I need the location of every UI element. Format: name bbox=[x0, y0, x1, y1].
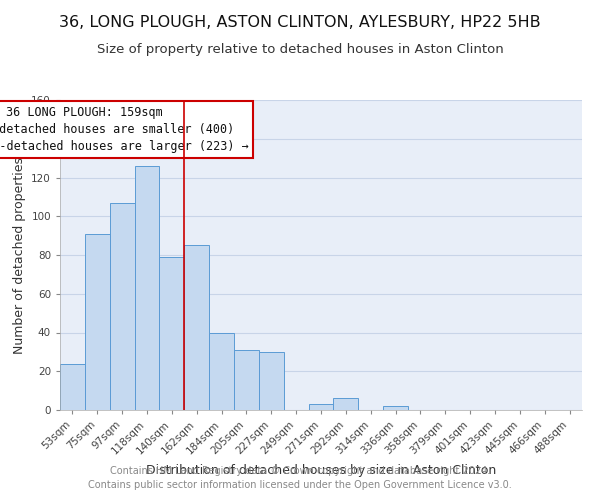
X-axis label: Distribution of detached houses by size in Aston Clinton: Distribution of detached houses by size … bbox=[146, 464, 496, 477]
Text: Size of property relative to detached houses in Aston Clinton: Size of property relative to detached ho… bbox=[97, 42, 503, 56]
Bar bbox=[60, 364, 85, 410]
Text: 36, LONG PLOUGH, ASTON CLINTON, AYLESBURY, HP22 5HB: 36, LONG PLOUGH, ASTON CLINTON, AYLESBUR… bbox=[59, 15, 541, 30]
Bar bbox=[160, 257, 184, 410]
Y-axis label: Number of detached properties: Number of detached properties bbox=[13, 156, 26, 354]
Bar bbox=[134, 166, 160, 410]
Bar bbox=[85, 234, 110, 410]
Bar bbox=[209, 332, 234, 410]
Bar bbox=[234, 350, 259, 410]
Text: Contains HM Land Registry data © Crown copyright and database right 2024.
Contai: Contains HM Land Registry data © Crown c… bbox=[88, 466, 512, 490]
Bar bbox=[259, 352, 284, 410]
Bar bbox=[383, 406, 408, 410]
Bar bbox=[110, 202, 134, 410]
Bar bbox=[308, 404, 334, 410]
Bar bbox=[334, 398, 358, 410]
Bar bbox=[184, 246, 209, 410]
Text: 36 LONG PLOUGH: 159sqm
← 64% of detached houses are smaller (400)
36% of semi-de: 36 LONG PLOUGH: 159sqm ← 64% of detached… bbox=[0, 106, 249, 153]
